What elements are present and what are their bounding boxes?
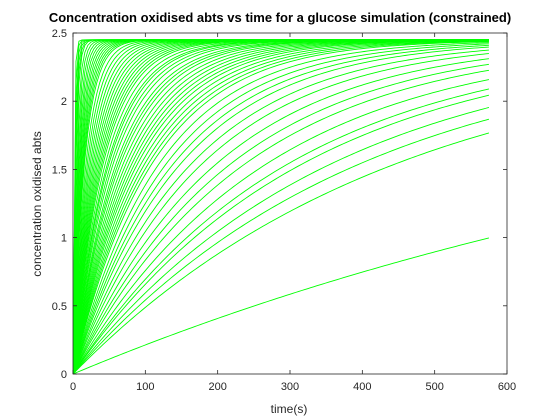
series-line-52	[73, 44, 489, 374]
series-line-61	[73, 94, 490, 374]
series-line-56	[73, 58, 489, 374]
x-tick-label: 400	[353, 381, 371, 393]
series-line-47	[73, 40, 489, 374]
plot-area	[73, 33, 507, 374]
y-axis-label: concentration oxidised abts	[30, 131, 44, 276]
series-line-50	[73, 42, 489, 374]
series-line-60	[73, 88, 490, 374]
series-line-51	[73, 43, 489, 374]
y-tick-label: 1	[61, 233, 67, 245]
series-line-53	[73, 46, 489, 374]
series-line-49	[73, 41, 489, 374]
series-line-58	[73, 69, 489, 374]
x-tick-label: 300	[281, 381, 299, 393]
series-line-64	[73, 132, 490, 374]
x-axis-label: time(s)	[271, 402, 308, 416]
x-tick-label: 500	[425, 381, 443, 393]
series-line-59	[73, 79, 490, 374]
series-line-57	[73, 63, 489, 374]
x-tick-label: 600	[498, 381, 516, 393]
y-tick-label: 2.5	[52, 28, 67, 40]
y-tick-label: 0	[61, 369, 67, 381]
x-tick-label: 200	[208, 381, 226, 393]
series-line-55	[73, 53, 489, 374]
series-line-65	[73, 237, 490, 374]
x-tick-label: 0	[70, 381, 76, 393]
series-line-48	[73, 40, 489, 374]
series-line-45	[73, 39, 489, 374]
ticks: 0 100 200 300 400 500 600 0 0.5 1 1.5 2 2.5	[52, 28, 516, 393]
y-tick-label: 0.5	[52, 301, 67, 313]
series-line-46	[73, 40, 489, 374]
series-lines	[73, 39, 490, 374]
chart-title: Concentration oxidised abts vs time for …	[49, 10, 511, 25]
series-line-54	[73, 49, 489, 374]
series-line-62	[73, 107, 490, 374]
x-tick-label: 100	[136, 381, 154, 393]
y-tick-label: 1.5	[52, 164, 67, 176]
y-tick-label: 2	[61, 96, 67, 108]
series-line-63	[73, 118, 490, 374]
